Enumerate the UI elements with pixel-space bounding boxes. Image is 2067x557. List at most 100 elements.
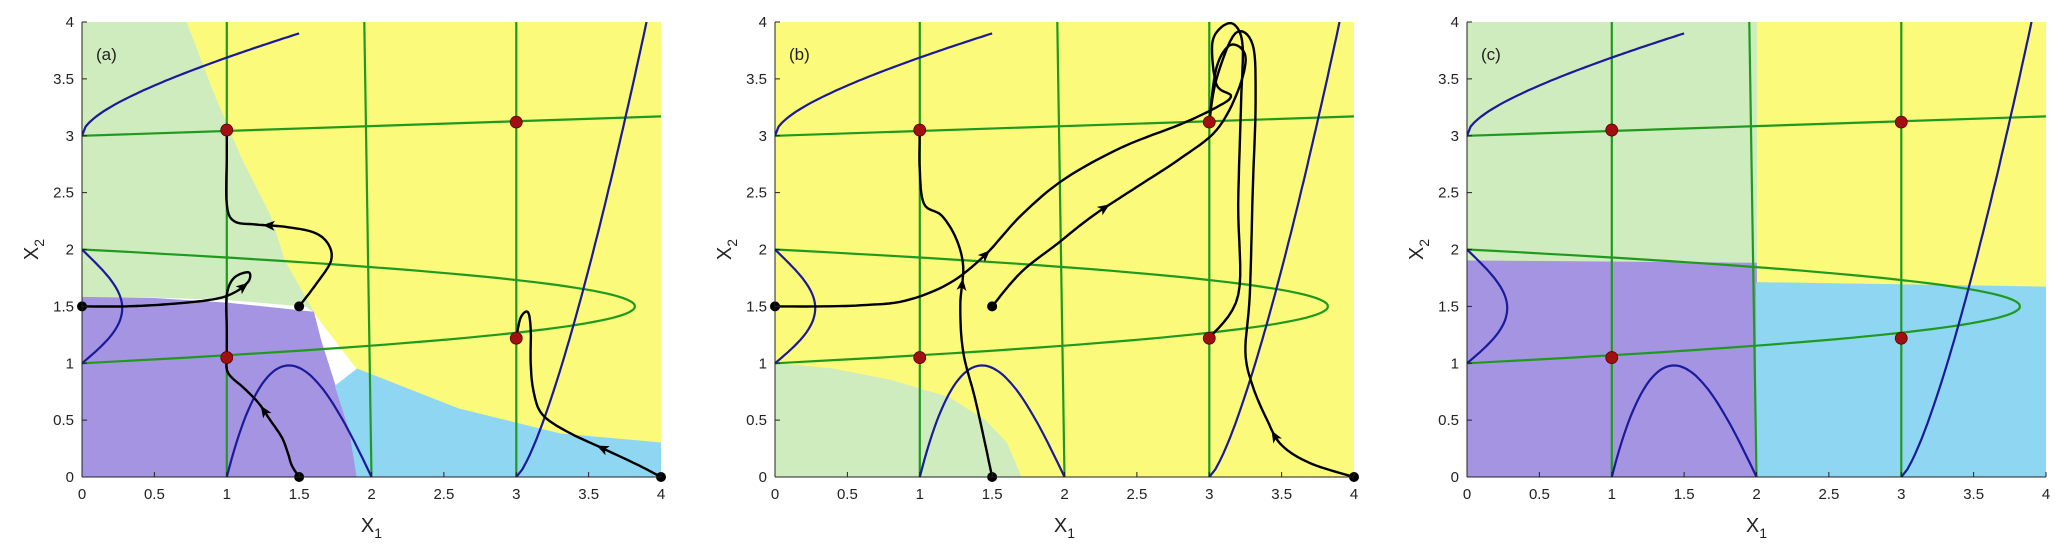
x-tick-label: 1.5 (1674, 486, 1695, 503)
y-tick-label: 0.5 (53, 412, 74, 429)
start-point (987, 301, 998, 312)
y-tick-label: 4 (66, 14, 74, 31)
trajectory (515, 310, 661, 477)
green-nullcline (82, 248, 637, 365)
trajectory-arrow (977, 250, 990, 263)
x-tick-label: 2 (367, 486, 375, 503)
x-tick-label: 3 (1205, 486, 1213, 503)
panel-2: 0 0.5 1 1.5 2 2.5 3 3.5 4 0 0.5 1 1.5 2 2.5 3 3.5 4 X1 X2 (b… (714, 14, 1359, 541)
blue-nullcline (1467, 32, 1685, 137)
x-tick-label: 3.5 (1271, 486, 1292, 503)
y-axis-label: X2 (21, 239, 47, 260)
y-tick-label: 2.5 (1438, 185, 1459, 202)
fixed-point (1894, 331, 1908, 345)
green-nullcline (82, 115, 661, 137)
x-tick-label: 2.5 (433, 486, 454, 503)
fixed-point (509, 115, 523, 129)
fixed-point (913, 351, 927, 364)
y-tick-label: 0 (1451, 469, 1459, 486)
y-tick-label: 4 (759, 14, 767, 31)
green-nullcline (1748, 22, 1758, 477)
y-tick-label: 3.5 (1438, 71, 1459, 88)
x-tick-label: 0.5 (837, 486, 858, 503)
y-tick-label: 0 (759, 469, 767, 486)
nullclines (775, 22, 1354, 477)
green-nullcline (1467, 248, 2022, 365)
x-tick-label: 4 (657, 486, 665, 503)
x-tick-label: 0 (1463, 486, 1471, 503)
y-tick-label: 2.5 (53, 185, 74, 202)
blue-nullcline (225, 364, 373, 477)
green-nullcline (363, 22, 373, 477)
x-axis-label: X1 (1746, 515, 1767, 541)
panel-label: (c) (1481, 45, 1501, 64)
x-axis-label: X1 (1054, 515, 1075, 541)
y-axis-label: X2 (714, 239, 740, 260)
y-tick-label: 3 (1451, 128, 1459, 145)
fixed-point (1605, 123, 1619, 137)
trajectory (918, 130, 994, 477)
x-tick-label: 3.5 (578, 486, 599, 503)
y-tick-label: 4 (1451, 14, 1459, 31)
trajectory-arrow (956, 278, 967, 291)
region-green (82, 22, 314, 313)
x-tick-label: 0 (771, 486, 779, 503)
fixed-point (1202, 331, 1216, 345)
fixed-point (220, 351, 234, 364)
trajectory-arrow (235, 282, 249, 295)
green-nullcline (775, 115, 1354, 137)
trajectory (82, 271, 252, 358)
blue-nullcline (82, 32, 300, 137)
blue-nullcline (775, 32, 993, 137)
x-tick-label: 3 (512, 486, 520, 503)
blue-nullcline (515, 22, 648, 477)
x-tick-label: 3 (1897, 486, 1905, 503)
x-tick-label: 2.5 (1818, 486, 1839, 503)
x-tick-label: 2 (1752, 486, 1760, 503)
y-tick-label: 2 (66, 242, 74, 259)
x-tick-label: 4 (2042, 486, 2050, 503)
nullclines (1467, 22, 2046, 477)
fixed-point (1202, 115, 1216, 129)
y-axis-label: X2 (1406, 239, 1432, 260)
blue-nullcline (1208, 22, 1341, 477)
x-tick-label: 3.5 (1963, 486, 1984, 503)
panel-1: 0 0.5 1 1.5 2 2.5 3 3.5 4 0 0.5 1 1.5 2 2.5 3 3.5 4 X1 X2 (a… (21, 14, 666, 541)
y-tick-label: 0.5 (746, 412, 767, 429)
trajectory-arrow (1271, 430, 1282, 444)
blue-nullcline (918, 364, 1066, 477)
x-axis-label: X1 (361, 515, 382, 541)
x-tick-label: 1.5 (982, 486, 1003, 503)
y-tick-label: 0.5 (1438, 412, 1459, 429)
green-nullcline (1467, 115, 2046, 137)
trajectory (225, 130, 333, 308)
region-green (775, 362, 1022, 477)
trajectories (82, 130, 661, 477)
x-tick-label: 4 (1350, 486, 1358, 503)
fixed-point (913, 123, 927, 137)
trajectory-arrow (262, 220, 275, 231)
start-point (294, 301, 305, 312)
y-tick-label: 1 (759, 355, 767, 372)
fixed-point (220, 123, 234, 137)
trajectory-arrow (1096, 204, 1110, 216)
green-nullcline (1056, 22, 1066, 477)
y-tick-label: 2 (1451, 242, 1459, 259)
x-tick-label: 1 (916, 486, 924, 503)
region-purple (82, 296, 358, 477)
y-tick-label: 2 (759, 242, 767, 259)
region-blue (334, 368, 661, 477)
x-tick-label: 1.5 (289, 486, 310, 503)
x-tick-label: 2.5 (1126, 486, 1147, 503)
y-tick-label: 1 (66, 355, 74, 372)
y-tick-label: 2.5 (746, 185, 767, 202)
fixed-point (509, 331, 523, 345)
trajectory (1208, 30, 1354, 477)
y-tick-label: 0 (66, 469, 74, 486)
y-tick-label: 3.5 (746, 71, 767, 88)
x-tick-label: 2 (1060, 486, 1068, 503)
green-nullcline (775, 248, 1330, 365)
blue-nullcline (1610, 364, 1758, 477)
y-tick-label: 1 (1451, 355, 1459, 372)
